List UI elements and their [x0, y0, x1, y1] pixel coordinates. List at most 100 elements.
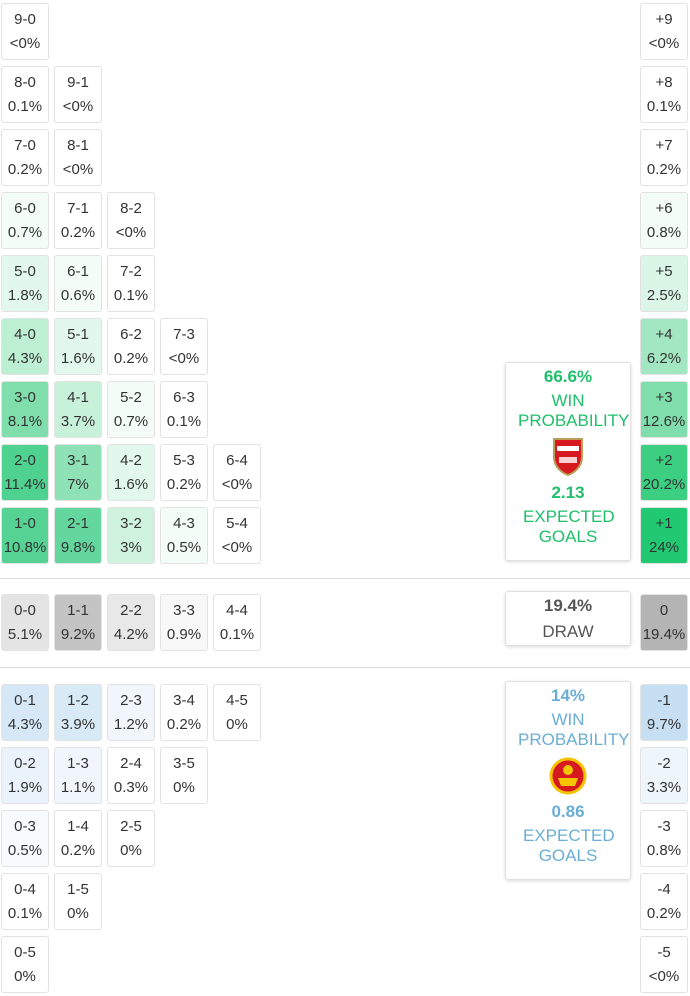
probability: 0.9% [166, 626, 202, 643]
win-label: WIN PROBABILITY [518, 710, 630, 749]
probability: 0% [173, 779, 195, 796]
probability: 0.1% [113, 287, 149, 304]
probability: <0% [221, 476, 253, 493]
probability: 7% [67, 476, 89, 493]
probability: 0.1% [219, 626, 255, 643]
score: 8-1 [67, 137, 89, 154]
probability: 0.5% [166, 539, 202, 556]
score: +9 [655, 11, 673, 28]
xg-label: EXPECTED GOALS [523, 826, 615, 865]
score: -1 [657, 692, 671, 709]
probability: 0.1% [7, 98, 43, 115]
draw-summary: 19.4% DRAW [505, 591, 631, 646]
score-cell: 0-2 1.9% [1, 747, 49, 804]
score-cell: 2-1 9.8% [54, 507, 102, 564]
probability: 0% [14, 968, 36, 985]
score-cell: 2-2 4.2% [107, 594, 155, 651]
score-cell: 0-0 5.1% [1, 594, 49, 651]
probability: 0.2% [60, 842, 96, 859]
score-cell: 9-0 <0% [1, 3, 49, 60]
score-cell: +9 <0% [640, 3, 688, 60]
score-cell: 0-1 4.3% [1, 684, 49, 741]
score-cell: 7-2 0.1% [107, 255, 155, 312]
score-cell: 4-0 4.3% [1, 318, 49, 375]
score-cell: -2 3.3% [640, 747, 688, 804]
probability: 0.2% [113, 350, 149, 367]
score: 2-1 [67, 515, 89, 532]
score: +4 [655, 326, 673, 343]
score: 0-3 [14, 818, 36, 835]
score: 4-0 [14, 326, 36, 343]
probability: 2.5% [646, 287, 682, 304]
score: +6 [655, 200, 673, 217]
score: 3-4 [173, 692, 195, 709]
score-cell: 0-4 0.1% [1, 873, 49, 930]
score: -2 [657, 755, 671, 772]
separator [0, 667, 690, 668]
win-label: WIN PROBABILITY [518, 391, 630, 430]
score: 2-0 [14, 452, 36, 469]
score-cell: 3-1 7% [54, 444, 102, 501]
score: +5 [655, 263, 673, 280]
score-cell: 2-5 0% [107, 810, 155, 867]
probability: <0% [648, 968, 680, 985]
score: -4 [657, 881, 671, 898]
probability: 3.7% [60, 413, 96, 430]
score: 8-0 [14, 74, 36, 91]
probability: <0% [62, 98, 94, 115]
score: 2-4 [120, 755, 142, 772]
home-summary: 66.6% WIN PROBABILITY 2.13 EXPECTED GOAL… [505, 362, 631, 561]
score: 7-3 [173, 326, 195, 343]
score-cell: 6-0 0.7% [1, 192, 49, 249]
score-cell: +5 2.5% [640, 255, 688, 312]
probability: 0.8% [646, 842, 682, 859]
separator [0, 578, 690, 579]
probability: 0.2% [60, 224, 96, 241]
probability: 1.8% [7, 287, 43, 304]
score-cell: 1-4 0.2% [54, 810, 102, 867]
score: 3-3 [173, 602, 195, 619]
score-cell: 1-5 0% [54, 873, 102, 930]
probability: 0.5% [7, 842, 43, 859]
score-cell: 3-2 3% [107, 507, 155, 564]
score-cell: 4-5 0% [213, 684, 261, 741]
score-cell: 1-2 3.9% [54, 684, 102, 741]
probability: 1.1% [60, 779, 96, 796]
score: 6-0 [14, 200, 36, 217]
score: 3-2 [120, 515, 142, 532]
score-cell: 6-4 <0% [213, 444, 261, 501]
probability: 1.9% [7, 779, 43, 796]
probability: <0% [62, 161, 94, 178]
probability: 9.7% [646, 716, 682, 733]
score-cell: +6 0.8% [640, 192, 688, 249]
probability: 0.2% [646, 161, 682, 178]
probability: 1.2% [113, 716, 149, 733]
score-cell: 6-1 0.6% [54, 255, 102, 312]
score: 4-2 [120, 452, 142, 469]
score: 5-2 [120, 389, 142, 406]
probability: 1.6% [113, 476, 149, 493]
score-cell: 4-2 1.6% [107, 444, 155, 501]
score: 1-2 [67, 692, 89, 709]
win-probability: 14% [550, 686, 586, 705]
probability: 0.1% [166, 413, 202, 430]
score-cell: +7 0.2% [640, 129, 688, 186]
score: 1-0 [14, 515, 36, 532]
score: +7 [655, 137, 673, 154]
score-cell: 8-2 <0% [107, 192, 155, 249]
score-cell: +4 6.2% [640, 318, 688, 375]
probability: 9.2% [60, 626, 96, 643]
score: +3 [655, 389, 673, 406]
score: 5-3 [173, 452, 195, 469]
score-cell: 8-1 <0% [54, 129, 102, 186]
probability: 4.3% [7, 716, 43, 733]
score: +8 [655, 74, 673, 91]
score: 3-5 [173, 755, 195, 772]
probability: 0.2% [166, 476, 202, 493]
score-cell: 9-1 <0% [54, 66, 102, 123]
probability: 5.1% [7, 626, 43, 643]
score: 4-3 [173, 515, 195, 532]
score-cell: 0 19.4% [640, 594, 688, 651]
probability: 12.6% [642, 413, 686, 430]
